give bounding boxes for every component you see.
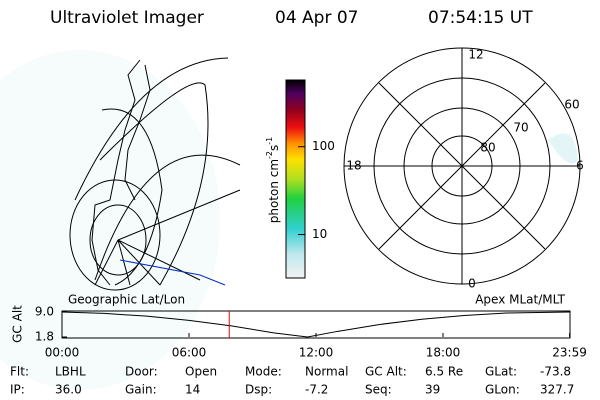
status-label: GLon: (485, 383, 520, 397)
status-value: Normal (305, 365, 348, 379)
plot-frame (61, 310, 571, 339)
status-label: Gain: (125, 383, 157, 397)
status-value: -7.2 (305, 383, 328, 397)
colorbar-tick-label: 10 (312, 227, 327, 241)
status-value: LBHL (55, 365, 86, 379)
status-value: Open (185, 365, 217, 379)
mlat-label: 80 (480, 141, 495, 155)
footer: Flt: LBHL Door: Open Mode: Normal GC Alt: 6.5 R… (10, 365, 574, 397)
time: 07:54:15 UT (428, 8, 533, 28)
status-label: Seq: (365, 383, 392, 397)
status-label: IP: (10, 383, 25, 397)
status-label: Door: (125, 365, 158, 379)
status-value: 39 (425, 383, 440, 397)
status-value: 6.5 Re (425, 365, 463, 379)
colorbar-label-part: s (267, 145, 281, 151)
status-label: Flt: (10, 365, 29, 379)
mlt-label: 0 (468, 277, 476, 291)
status-value: 36.0 (55, 383, 82, 397)
mlt-label: 6 (576, 159, 584, 173)
status-label: Mode: (245, 365, 282, 379)
right-label: Apex MLat/MLT (475, 293, 565, 307)
status-value: 14 (185, 383, 200, 397)
x-tick-label: 06:00 (172, 346, 207, 360)
altitude-line (61, 311, 570, 338)
x-tick-label: 12:00 (299, 346, 334, 360)
mlt-label: 12 (468, 48, 483, 62)
colorbar-label: photon cm-2s-1 (265, 137, 281, 224)
time-series: Geographic Lat/Lon Apex MLat/MLT GC Alt 1.8… (11, 293, 587, 360)
status-label: GLat: (485, 365, 517, 379)
mlat-label: 70 (513, 121, 528, 135)
mlat-label: 60 (564, 98, 579, 112)
y-label: GC Alt (11, 305, 25, 343)
y-tick-label: 9.0 (35, 305, 54, 319)
colorbar-label-part: photon cm (267, 159, 281, 223)
y-tick-label: 1.8 (35, 330, 54, 344)
status-value: 327.7 (540, 383, 574, 397)
title: Ultraviolet Imager (50, 8, 204, 28)
x-tick-label: 18:00 (426, 346, 461, 360)
left-label: Geographic Lat/Lon (68, 293, 185, 307)
colorbar-tick-label: 100 (312, 139, 335, 153)
colorbar-label-part: -1 (265, 137, 274, 145)
colorbar-axis: 10 100 (298, 139, 335, 241)
x-tick-label: 23:59 (552, 346, 587, 360)
colorbar (285, 79, 306, 279)
mlt-label: 18 (346, 159, 361, 173)
status-label: GC Alt: (365, 365, 407, 379)
geo-map (0, 50, 241, 390)
x-tick-label: 00:00 (45, 346, 80, 360)
status-value: -73.8 (540, 365, 571, 379)
polar-plot (343, 47, 581, 285)
status-label: Dsp: (245, 383, 272, 397)
colorbar-label-part: -2 (265, 151, 274, 159)
date: 04 Apr 07 (275, 8, 358, 28)
